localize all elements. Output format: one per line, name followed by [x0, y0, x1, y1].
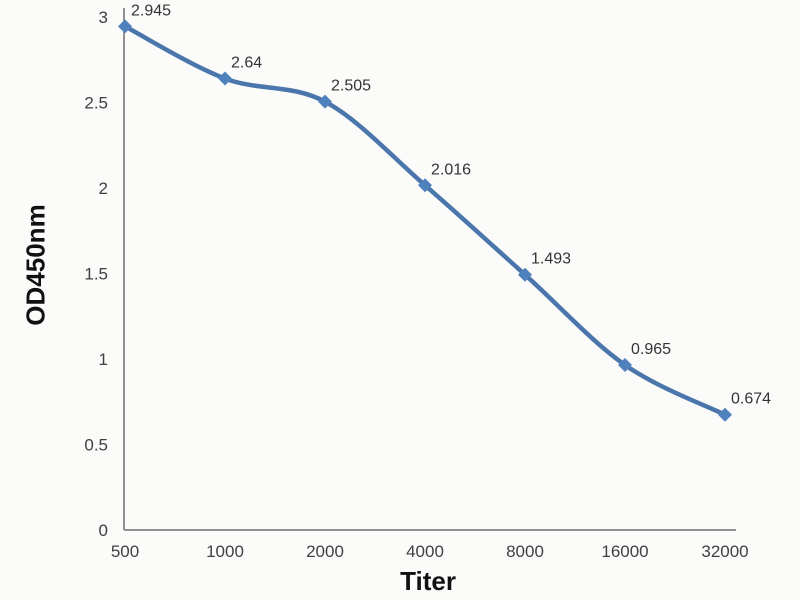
y-tick-label: 1.5 [84, 265, 108, 284]
x-tick-label: 2000 [306, 542, 344, 561]
x-tick-label: 32000 [701, 542, 748, 561]
x-axis-title: Titer [400, 566, 456, 596]
x-tick-label: 1000 [206, 542, 244, 561]
y-tick-label: 2 [99, 179, 108, 198]
x-tick-label: 16000 [601, 542, 648, 561]
data-point-marker [318, 94, 332, 109]
y-tick-label: 3 [99, 8, 108, 27]
y-tick-label: 0.5 [84, 436, 108, 455]
data-point-marker [718, 407, 732, 422]
x-tick-label: 500 [111, 542, 139, 561]
data-point-marker [518, 267, 532, 282]
data-point-label: 0.674 [731, 391, 771, 408]
data-point-label: 0.965 [631, 341, 671, 358]
data-point-label: 2.505 [331, 78, 371, 95]
data-point-label: 2.64 [231, 55, 262, 72]
data-point-label: 1.493 [531, 251, 571, 268]
data-point-label: 2.016 [431, 161, 471, 178]
x-tick-label: 4000 [406, 542, 444, 561]
data-point-marker [218, 71, 232, 86]
data-point-marker [118, 19, 132, 34]
x-tick-label: 8000 [506, 542, 544, 561]
y-axis-title: OD450nm [20, 204, 51, 326]
y-tick-label: 2.5 [84, 94, 108, 113]
data-point-marker [418, 178, 432, 193]
y-tick-label: 0 [99, 521, 108, 540]
data-point-marker [618, 357, 632, 372]
data-point-label: 2.945 [131, 2, 171, 19]
y-tick-label: 1 [99, 350, 108, 369]
